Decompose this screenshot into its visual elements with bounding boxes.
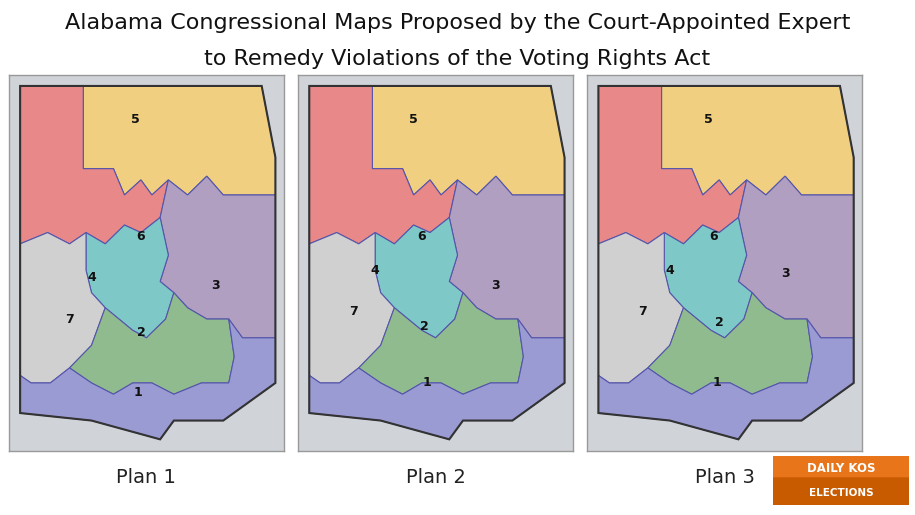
Polygon shape: [648, 293, 813, 394]
Text: 7: 7: [638, 305, 647, 318]
Text: 7: 7: [65, 313, 74, 325]
Text: 3: 3: [780, 267, 790, 281]
Text: 4: 4: [87, 271, 96, 284]
Polygon shape: [160, 176, 275, 338]
Text: 4: 4: [665, 264, 674, 277]
Text: 1: 1: [423, 376, 432, 389]
Polygon shape: [20, 319, 275, 439]
Text: Plan 1: Plan 1: [116, 468, 177, 487]
Text: 2: 2: [420, 320, 429, 333]
Polygon shape: [20, 86, 168, 244]
Text: 4: 4: [371, 264, 380, 277]
Text: 6: 6: [417, 230, 426, 243]
Text: 3: 3: [491, 279, 501, 291]
Polygon shape: [598, 233, 684, 383]
Text: 1: 1: [134, 386, 143, 399]
Text: 7: 7: [349, 305, 358, 318]
Text: 5: 5: [409, 113, 418, 126]
Polygon shape: [738, 176, 854, 338]
Text: 5: 5: [131, 113, 140, 126]
Bar: [773, 456, 909, 480]
Text: 3: 3: [210, 279, 220, 291]
Polygon shape: [662, 86, 854, 195]
Text: Plan 2: Plan 2: [405, 468, 466, 487]
Polygon shape: [309, 233, 394, 383]
Text: DAILY KOS: DAILY KOS: [807, 461, 875, 474]
Text: 5: 5: [704, 113, 713, 126]
Text: 2: 2: [136, 325, 145, 339]
Polygon shape: [598, 86, 747, 244]
Polygon shape: [372, 86, 565, 195]
Polygon shape: [83, 86, 275, 195]
Text: 6: 6: [709, 230, 718, 243]
Text: 6: 6: [136, 230, 145, 243]
Polygon shape: [309, 319, 565, 439]
Polygon shape: [20, 233, 105, 383]
Polygon shape: [86, 217, 174, 338]
Polygon shape: [598, 319, 854, 439]
FancyBboxPatch shape: [765, 477, 915, 508]
Polygon shape: [309, 86, 458, 244]
Text: Alabama Congressional Maps Proposed by the Court-Appointed Expert: Alabama Congressional Maps Proposed by t…: [65, 13, 850, 33]
Text: 1: 1: [712, 376, 721, 389]
Text: 2: 2: [715, 316, 724, 329]
Text: to Remedy Violations of the Voting Rights Act: to Remedy Violations of the Voting Right…: [204, 49, 711, 69]
Text: ELECTIONS: ELECTIONS: [809, 488, 873, 498]
Text: Plan 3: Plan 3: [694, 468, 755, 487]
Polygon shape: [664, 217, 752, 338]
Polygon shape: [359, 293, 523, 394]
Polygon shape: [70, 293, 234, 394]
Polygon shape: [449, 176, 565, 338]
Polygon shape: [375, 217, 463, 338]
